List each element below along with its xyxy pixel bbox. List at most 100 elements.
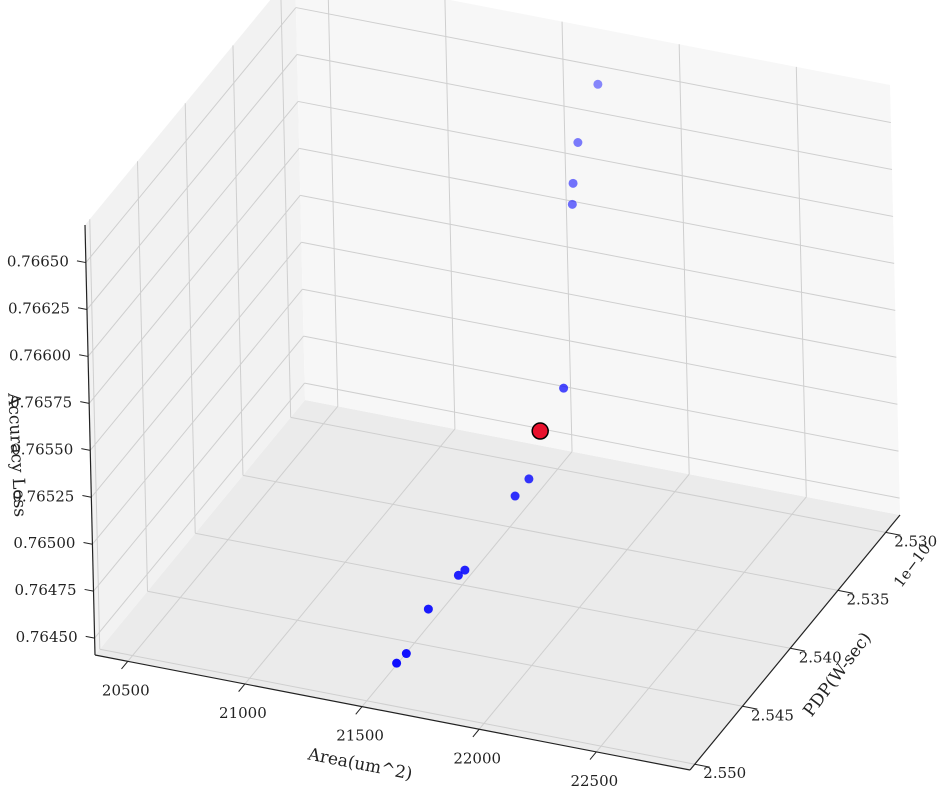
grid-line [444, 0, 456, 429]
axes [76, 224, 901, 771]
tick-mark [885, 531, 901, 536]
grid-line [93, 335, 304, 592]
data-point [524, 474, 534, 484]
data-point [593, 79, 603, 89]
z-tick-label: 0.76625 [8, 299, 70, 317]
left-pane [85, 0, 305, 655]
grid-line [242, 474, 839, 591]
tick-mark [589, 751, 597, 760]
tick-mark [85, 635, 95, 639]
tick-mark [77, 307, 88, 310]
grid-line [327, 0, 339, 407]
tick-mark [238, 683, 246, 692]
points [392, 79, 603, 668]
grid-line [92, 288, 303, 545]
data-point [401, 649, 411, 659]
grid-line [89, 219, 101, 650]
grid-line [137, 161, 148, 592]
grid-line [299, 147, 895, 264]
tick-mark [121, 661, 129, 670]
grid-line [90, 241, 302, 498]
tick-mark [472, 728, 480, 738]
y-tick-label: 2.530 [894, 532, 937, 550]
tick-mark [790, 647, 806, 652]
grid-line [280, 0, 292, 418]
x-tick-label: 22000 [453, 749, 501, 767]
grid-line [88, 148, 300, 404]
grid-line [232, 45, 244, 476]
data-point [568, 178, 578, 188]
grid-line [301, 241, 897, 358]
grid-line [127, 406, 339, 662]
grid-line [147, 590, 743, 707]
grid-line [87, 101, 299, 357]
grid-line [184, 103, 196, 534]
floor-pane [95, 400, 900, 770]
y-tick-label: 2.535 [846, 590, 889, 608]
data-point [453, 570, 463, 580]
data-point [531, 422, 549, 440]
data-point [423, 604, 433, 614]
tick-mark [84, 588, 94, 592]
grid-line [86, 54, 298, 310]
z-tick-label: 0.76500 [13, 534, 75, 552]
y-axis-line [689, 514, 901, 771]
grid [85, 0, 900, 765]
y-tick-label: 2.550 [703, 764, 746, 782]
grid-line [303, 335, 899, 452]
tick-mark [79, 354, 89, 357]
x-tick-label: 20500 [102, 681, 150, 699]
panes [85, 0, 900, 770]
z-tick-label: 0.76550 [11, 440, 73, 458]
y-tick-label: 2.540 [799, 648, 842, 666]
tick-mark [82, 495, 92, 498]
grid-line [195, 532, 791, 649]
tick-mark [81, 448, 91, 451]
grid-line [678, 44, 690, 475]
data-point [460, 565, 470, 575]
data-point [567, 199, 577, 209]
data-point [559, 383, 569, 393]
data-point [573, 137, 583, 147]
x-tick-label: 22500 [570, 772, 618, 790]
z-axis-line [84, 224, 96, 656]
grid-line [244, 428, 456, 685]
grid-line [595, 496, 807, 753]
grid-line [85, 7, 297, 263]
z-tick-label: 0.76650 [7, 253, 69, 271]
grid-line [295, 7, 891, 124]
z-tick-label: 0.76525 [12, 487, 74, 505]
grid-line [561, 21, 573, 452]
grid-line [304, 382, 900, 499]
z-tick-label: 0.76575 [10, 393, 72, 411]
grid-line [296, 54, 893, 170]
x-tick-label: 21000 [219, 704, 267, 722]
tick-mark [80, 401, 90, 404]
y-axis-label: PDP(W-sec) [800, 629, 876, 721]
data-point [392, 658, 402, 668]
grid-line [795, 66, 807, 497]
tick-mark [694, 763, 710, 768]
grid-line [99, 648, 695, 765]
z-tick-label: 0.76450 [16, 628, 78, 646]
grid-line [300, 194, 896, 311]
tick-mark [355, 706, 363, 715]
tick-mark [76, 260, 86, 264]
x-axis-label: Area(um^2) [305, 744, 414, 784]
grid-line [302, 288, 898, 405]
tick-mark [83, 541, 93, 545]
grid-line [297, 100, 894, 217]
grid-line [89, 195, 301, 451]
tick-mark [837, 589, 853, 594]
data-point [510, 491, 520, 501]
x-tick-label: 21500 [336, 727, 384, 745]
back-pane [295, 0, 900, 515]
z-tick-label: 0.76600 [9, 346, 71, 364]
z-tick-label: 0.76475 [14, 581, 76, 599]
y-tick-label: 2.545 [751, 706, 794, 724]
x-axis-line [94, 654, 691, 771]
grid-line [290, 416, 886, 533]
grid-line [478, 473, 690, 730]
grid-line [94, 382, 305, 639]
